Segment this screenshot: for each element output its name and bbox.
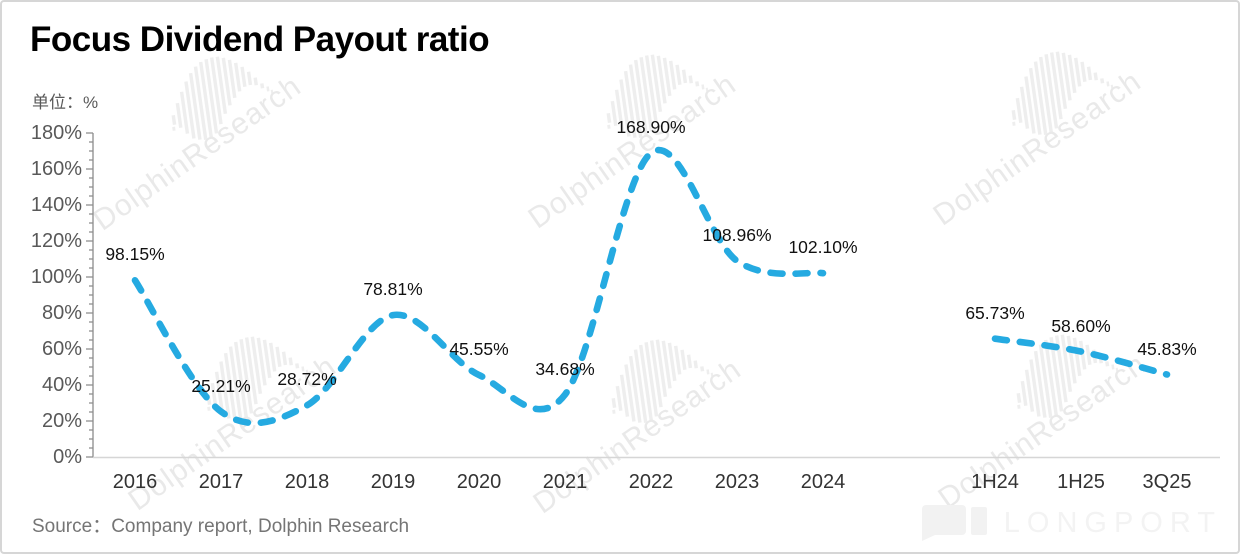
y-axis-label: 0% bbox=[2, 446, 82, 468]
data-label: 102.10% bbox=[758, 236, 888, 258]
y-axis-label: 100% bbox=[2, 266, 82, 288]
x-axis-label: 2024 bbox=[780, 471, 866, 493]
x-axis-label: 2023 bbox=[694, 471, 780, 493]
y-axis-label: 20% bbox=[2, 410, 82, 432]
x-axis-label: 2022 bbox=[608, 471, 694, 493]
data-label: 98.15% bbox=[70, 243, 200, 265]
y-axis-label: 80% bbox=[2, 302, 82, 324]
data-label: 58.60% bbox=[1016, 315, 1146, 337]
y-axis-label: 40% bbox=[2, 374, 82, 396]
source-note: Source：Company report, Dolphin Research bbox=[32, 511, 409, 538]
longport-logo-text: LONGPORT bbox=[1004, 507, 1222, 540]
plot-path bbox=[86, 133, 93, 457]
x-axis-label: 1H25 bbox=[1038, 471, 1124, 493]
data-label: 45.83% bbox=[1102, 338, 1232, 360]
y-axis-label: 60% bbox=[2, 338, 82, 360]
x-axis-label: 2017 bbox=[178, 471, 264, 493]
x-axis-label: 3Q25 bbox=[1124, 471, 1210, 493]
data-label: 34.68% bbox=[500, 358, 630, 380]
longport-logo: LONGPORT bbox=[918, 504, 1222, 542]
data-label: 28.72% bbox=[242, 368, 372, 390]
x-axis-label: 2020 bbox=[436, 471, 522, 493]
y-axis-label: 160% bbox=[2, 158, 82, 180]
data-label: 78.81% bbox=[328, 278, 458, 300]
y-axis-label: 180% bbox=[2, 122, 82, 144]
x-axis-label: 2021 bbox=[522, 471, 608, 493]
longport-logo-icon bbox=[918, 504, 988, 542]
data-label: 168.90% bbox=[586, 116, 716, 138]
x-axis-label: 2016 bbox=[92, 471, 178, 493]
y-axis-label: 140% bbox=[2, 194, 82, 216]
x-axis-label: 2019 bbox=[350, 471, 436, 493]
x-axis-label: 1H24 bbox=[952, 471, 1038, 493]
x-axis-label: 2018 bbox=[264, 471, 350, 493]
